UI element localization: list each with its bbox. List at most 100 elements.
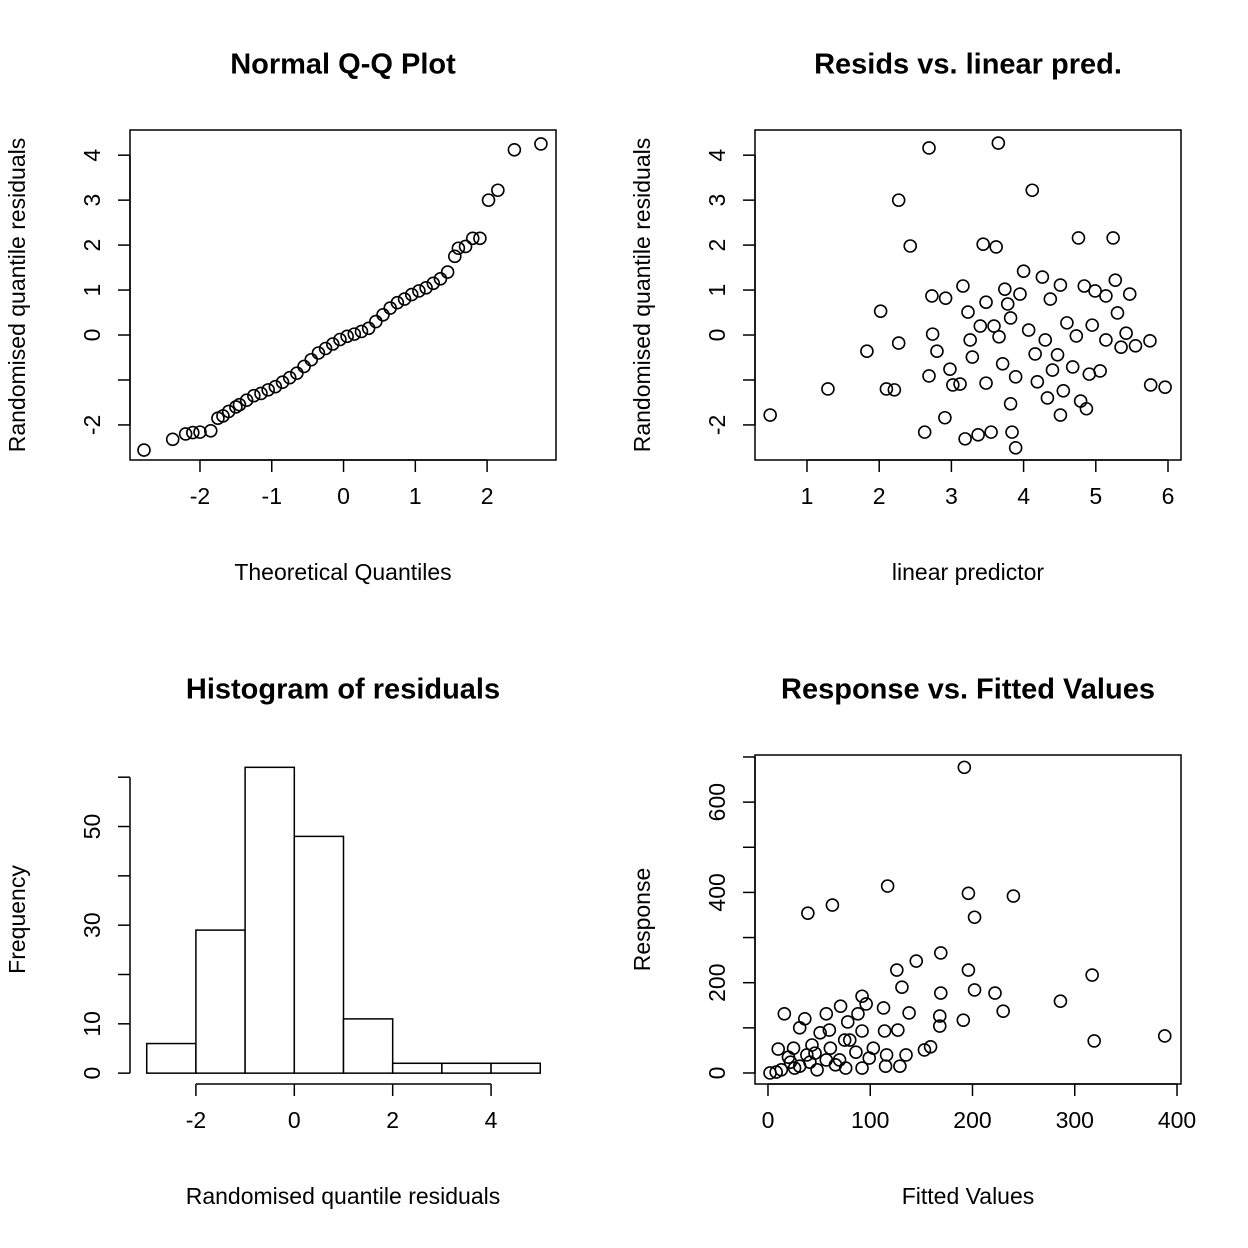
point: [995, 356, 1010, 371]
y-tick-label: 0: [79, 329, 105, 342]
point: [801, 906, 815, 920]
point: [534, 137, 548, 151]
point: [451, 241, 466, 256]
point: [991, 136, 1006, 150]
point: [821, 382, 835, 396]
point: [412, 284, 426, 298]
y-axis-label: Randomised quantile residuals: [629, 138, 655, 453]
bar: [293, 835, 345, 1074]
point: [1114, 340, 1128, 354]
x-tick-label: 6: [1162, 483, 1175, 509]
point: [1108, 273, 1123, 287]
x-tick-label: 4: [485, 1107, 498, 1133]
point: [938, 291, 953, 305]
y-tick-label: 4: [79, 149, 105, 162]
point: [1071, 231, 1086, 245]
point: [998, 282, 1012, 296]
point: [823, 1041, 838, 1055]
panel-title: Resids vs. linear pred.: [814, 49, 1122, 81]
y-tick-label: 30: [79, 912, 105, 938]
point: [1045, 363, 1060, 377]
point: [275, 375, 290, 390]
point: [771, 1042, 786, 1056]
point: [447, 249, 462, 264]
point: [957, 760, 972, 775]
plot-box: [754, 129, 1182, 461]
point: [880, 879, 895, 893]
point: [840, 1015, 855, 1029]
point: [1110, 306, 1125, 320]
x-tick-label: 3: [945, 483, 958, 509]
point: [458, 239, 473, 254]
point: [979, 295, 993, 309]
x-tick-label: 0: [762, 1107, 775, 1133]
point: [810, 1063, 824, 1077]
point: [1157, 1029, 1172, 1043]
x-tick-label: -2: [186, 1107, 206, 1133]
point: [1085, 968, 1099, 982]
point: [282, 370, 297, 385]
point: [354, 324, 369, 339]
x-tick-label: 0: [337, 483, 350, 509]
x-axis-label: linear predictor: [892, 559, 1044, 585]
point: [426, 276, 441, 291]
point: [963, 333, 977, 347]
x-tick-label: 1: [409, 483, 422, 509]
x-axis-label: Theoretical Quantiles: [234, 559, 451, 585]
y-tick-label: 3: [79, 194, 105, 207]
point: [961, 305, 975, 319]
point: [481, 193, 496, 207]
panel-title: Histogram of residuals: [186, 674, 500, 706]
y-tick-label: 0: [79, 1067, 105, 1080]
point: [786, 1041, 801, 1055]
point: [967, 983, 982, 997]
y-tick-label: 0: [704, 1067, 730, 1080]
point: [1079, 401, 1094, 416]
point: [491, 183, 505, 198]
point: [1030, 374, 1045, 389]
point: [1122, 287, 1137, 301]
point: [891, 336, 906, 350]
plot-box: [129, 129, 557, 461]
point: [967, 910, 982, 925]
point: [311, 346, 326, 360]
y-axis-label: Frequency: [4, 865, 30, 974]
point: [1119, 326, 1133, 341]
point: [932, 1009, 947, 1023]
point: [891, 1023, 905, 1037]
point: [247, 388, 261, 403]
point: [822, 1023, 837, 1037]
point: [860, 344, 874, 358]
point: [879, 1048, 894, 1062]
y-axis-label: Response: [629, 868, 655, 972]
point: [1077, 279, 1092, 293]
y-tick-label: 400: [704, 873, 730, 911]
x-tick-label: 2: [386, 1107, 399, 1133]
point: [938, 410, 952, 425]
point: [783, 1055, 798, 1069]
point: [473, 231, 487, 246]
panel-title: Response vs. Fitted Values: [781, 674, 1155, 706]
point: [855, 1061, 869, 1075]
y-tick-label: 4: [704, 149, 730, 162]
point: [922, 141, 936, 155]
point: [792, 1021, 807, 1035]
point: [1000, 297, 1015, 311]
point: [891, 193, 906, 207]
point: [1065, 360, 1080, 374]
point: [971, 428, 985, 442]
point: [842, 1033, 857, 1047]
point: [922, 369, 936, 383]
point: [137, 443, 151, 457]
point: [893, 1059, 907, 1074]
x-tick-label: 2: [481, 483, 494, 509]
point: [958, 432, 972, 446]
point: [419, 281, 433, 295]
point: [878, 1059, 893, 1074]
point: [433, 272, 448, 286]
point: [851, 1007, 865, 1021]
point: [1035, 270, 1050, 284]
y-tick-label: 1: [79, 284, 105, 297]
point: [973, 319, 988, 333]
y-axis-label: Randomised quantile residuals: [4, 138, 30, 453]
